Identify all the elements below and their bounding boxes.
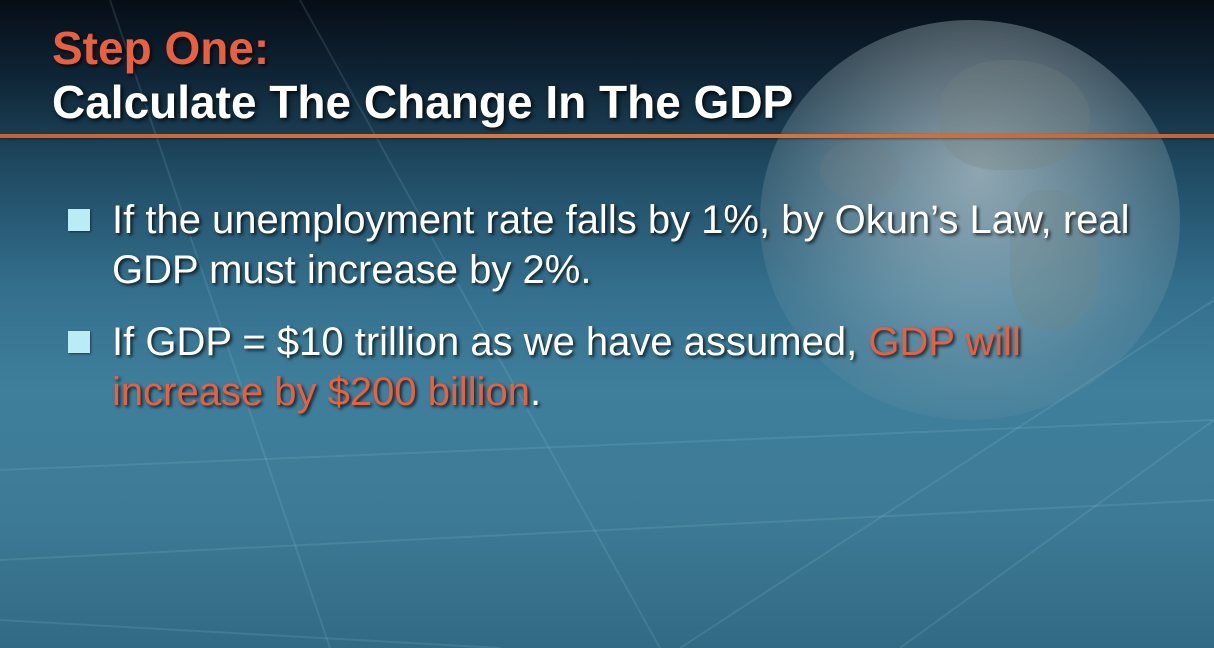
bullet-list: If the unemployment rate falls by 1%, by… xyxy=(68,195,1158,439)
bullet-square-icon xyxy=(68,331,90,353)
bullet-square-icon xyxy=(68,209,90,231)
bullet-text-plain: If GDP = $10 trillion as we have assumed… xyxy=(112,320,869,364)
bullet-text: If the unemployment rate falls by 1%, by… xyxy=(112,198,1130,292)
bullet-text-end: . xyxy=(530,370,542,414)
bullet-text: If GDP = $10 trillion as we have assumed… xyxy=(112,317,1158,417)
globe-image xyxy=(760,20,1180,420)
slide-title: Step One: Calculate The Change In The GD… xyxy=(52,22,793,130)
title-step: Step One: xyxy=(52,22,270,74)
bullet-text-highlight: GDP will increase by $200 billion xyxy=(112,320,1021,414)
title-heading: Calculate The Change In The GDP xyxy=(52,76,794,128)
title-divider xyxy=(0,134,1214,138)
bullet-item: If GDP = $10 trillion as we have assumed… xyxy=(68,317,1158,417)
bullet-item: If the unemployment rate falls by 1%, by… xyxy=(68,195,1158,295)
